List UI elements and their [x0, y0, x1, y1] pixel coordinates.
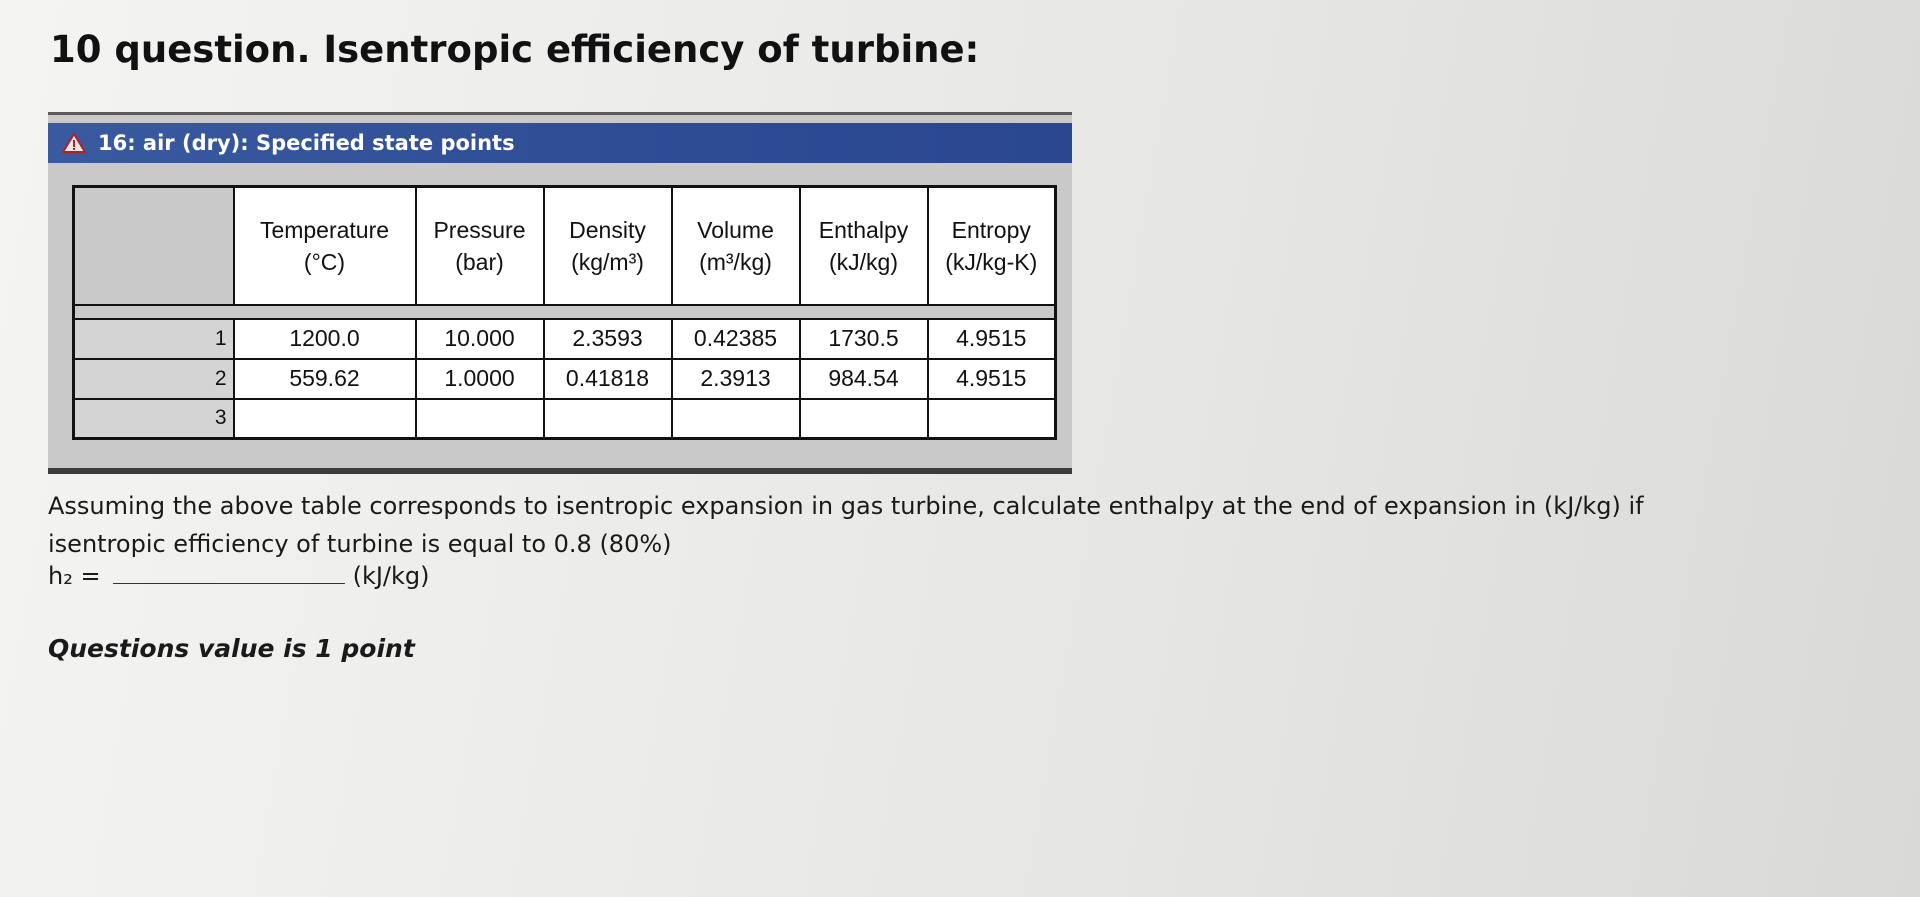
table-cell-temperature[interactable]: 1200.0	[232, 317, 417, 360]
table-cell-pressure[interactable]: 1.0000	[414, 357, 545, 400]
table-cell-entropy[interactable]: 4.9515	[926, 357, 1057, 400]
window-title: 16: air (dry): Specified state points	[98, 131, 515, 155]
table-cell-density[interactable]	[542, 397, 673, 440]
column-header-unit: (m³/kg)	[699, 248, 772, 275]
points-note: Questions value is 1 point	[48, 634, 415, 663]
table-row: 2 559.62 1.0000 0.41818 2.3913 984.54 4.…	[72, 357, 1057, 400]
table-cell-pressure[interactable]	[414, 397, 545, 440]
answer-label: h₂ =	[48, 562, 101, 590]
column-header-unit: (bar)	[455, 248, 504, 275]
table-cell-density[interactable]: 2.3593	[542, 317, 673, 360]
table-row: 3	[72, 397, 1057, 440]
column-header-enthalpy[interactable]: Enthalpy (kJ/kg)	[798, 185, 929, 306]
table-corner-cell	[72, 185, 235, 306]
answer-blank-field[interactable]	[112, 563, 345, 584]
table-cell-enthalpy[interactable]: 1730.5	[798, 317, 929, 360]
column-header-temperature[interactable]: Temperature (°C)	[232, 185, 417, 306]
column-header-pressure[interactable]: Pressure (bar)	[414, 185, 545, 306]
column-header-name: Enthalpy	[818, 216, 909, 243]
table-cell-volume[interactable]: 2.3913	[670, 357, 801, 400]
table-separator-row	[72, 303, 1057, 320]
warning-triangle-icon	[60, 132, 88, 154]
table-cell-volume[interactable]: 0.42385	[670, 317, 801, 360]
question-text: Assuming the above table corresponds to …	[48, 492, 1644, 558]
state-points-table: Temperature (°C) Pressure (bar) Density …	[72, 185, 1057, 440]
window-titlebar: 16: air (dry): Specified state points	[48, 123, 1072, 163]
table-cell-enthalpy[interactable]	[798, 397, 929, 440]
state-points-window: 16: air (dry): Specified state points Te…	[48, 112, 1072, 474]
table-cell-enthalpy[interactable]: 984.54	[798, 357, 929, 400]
table-cell-volume[interactable]	[670, 397, 801, 440]
table-header-row: Temperature (°C) Pressure (bar) Density …	[72, 185, 1057, 306]
column-header-unit: (kg/m³)	[571, 248, 644, 275]
table-cell-entropy[interactable]: 4.9515	[926, 317, 1057, 360]
column-header-unit: (kJ/kg-K)	[945, 248, 1038, 275]
column-header-name: Temperature	[259, 216, 390, 243]
column-header-unit: (kJ/kg)	[829, 248, 898, 275]
column-header-unit: (°C)	[303, 248, 346, 275]
table-row: 1 1200.0 10.000 2.3593 0.42385 1730.5 4.…	[72, 317, 1057, 360]
answer-unit: (kJ/kg)	[352, 562, 430, 590]
table-cell-pressure[interactable]: 10.000	[414, 317, 545, 360]
table-cell-entropy[interactable]	[926, 397, 1057, 440]
column-header-entropy[interactable]: Entropy (kJ/kg-K)	[926, 185, 1057, 306]
column-header-name: Entropy	[951, 216, 1031, 243]
separator-cell	[72, 303, 1057, 320]
page-title: 10 question. Isentropic efficiency of tu…	[50, 28, 980, 71]
column-header-density[interactable]: Density (kg/m³)	[542, 185, 673, 306]
table-cell-temperature[interactable]: 559.62	[232, 357, 417, 400]
row-index-cell[interactable]: 2	[72, 357, 235, 400]
column-header-name: Density	[569, 216, 646, 243]
answer-line: h₂ = (kJ/kg)	[48, 562, 430, 590]
column-header-volume[interactable]: Volume (m³/kg)	[670, 185, 801, 306]
column-header-name: Pressure	[433, 216, 526, 243]
row-index-cell[interactable]: 1	[72, 317, 235, 360]
column-header-name: Volume	[697, 216, 774, 243]
table-cell-density[interactable]: 0.41818	[542, 357, 673, 400]
table-cell-temperature[interactable]	[232, 397, 417, 440]
row-index-cell[interactable]: 3	[72, 397, 235, 440]
